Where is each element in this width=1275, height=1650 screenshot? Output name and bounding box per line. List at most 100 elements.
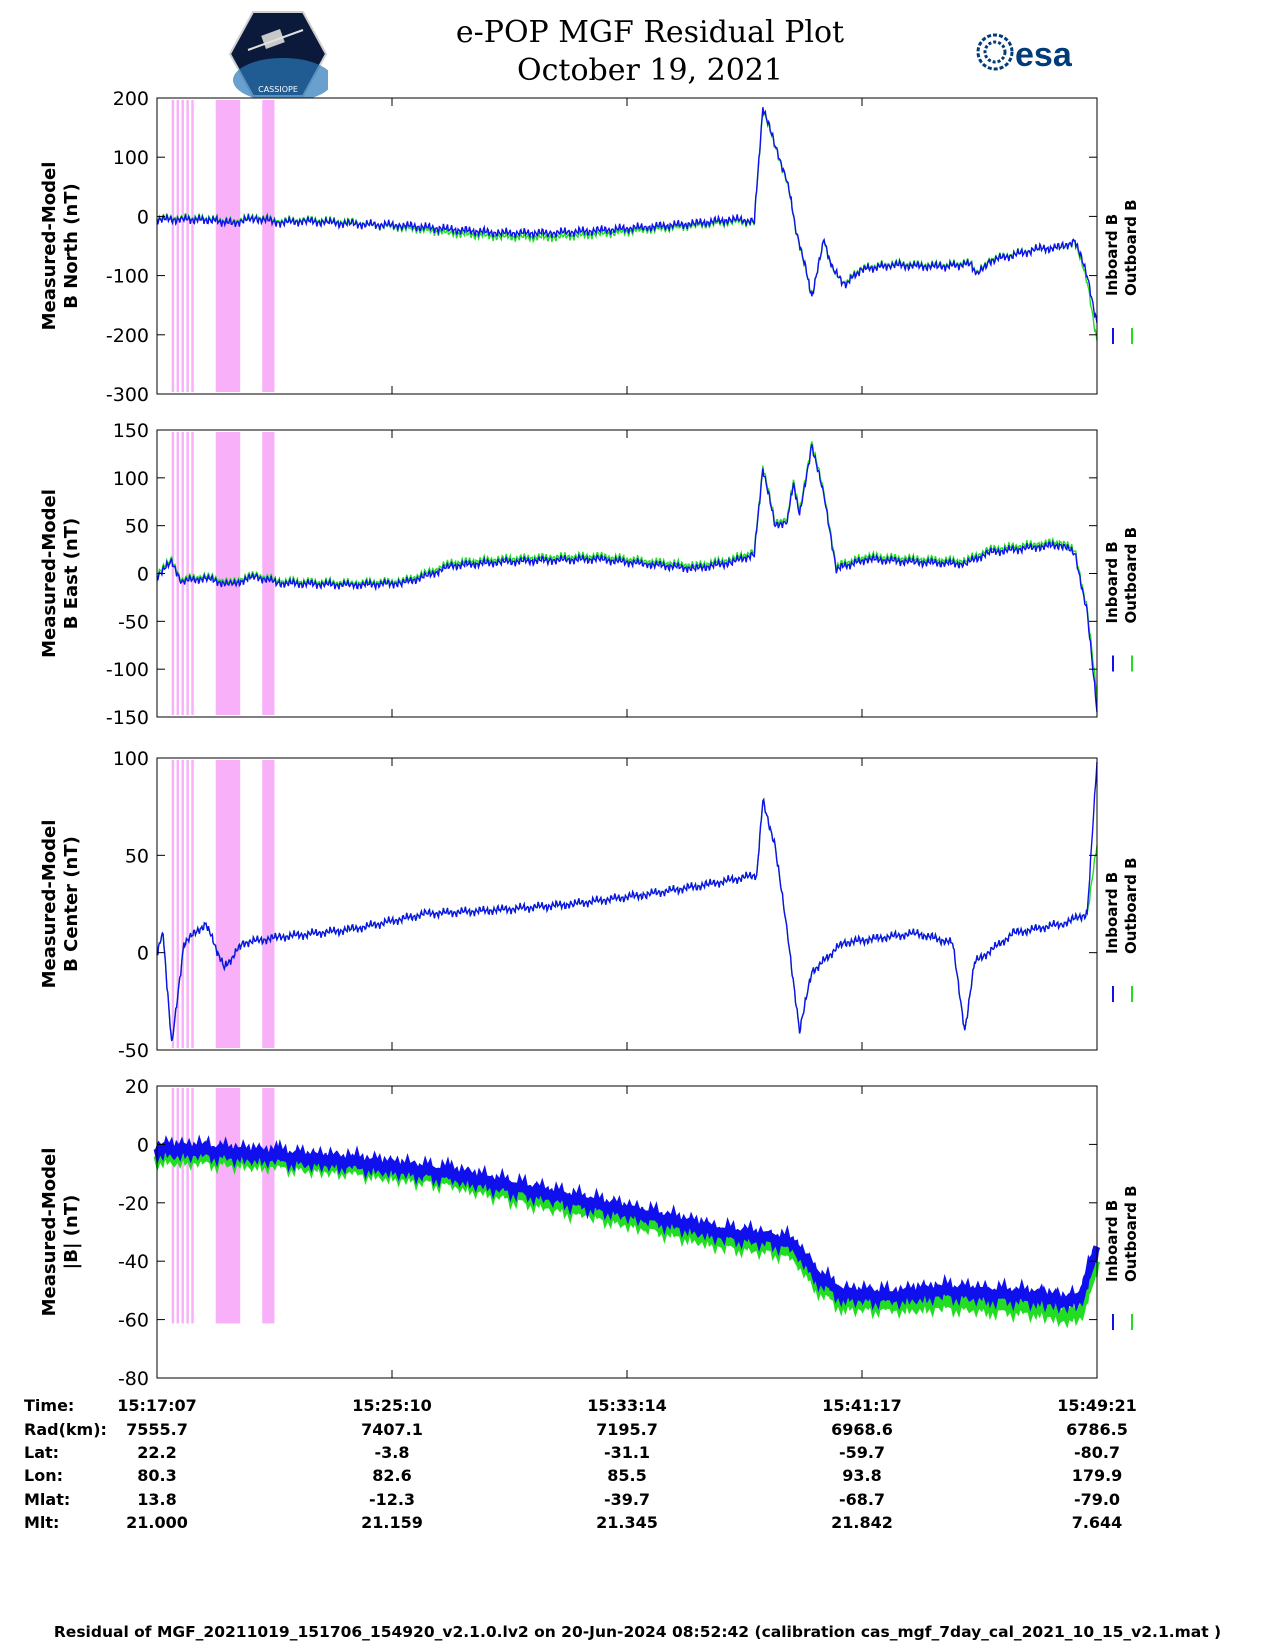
plot-frame — [156, 429, 1098, 718]
info-value: -59.7 — [838, 1443, 886, 1462]
shaded-interval — [215, 760, 241, 1048]
shaded-interval — [181, 760, 184, 1048]
shaded-interval — [215, 432, 241, 715]
info-value: 21.345 — [596, 1513, 658, 1532]
y-tick-label: -50 — [118, 1040, 149, 1062]
info-value: 21.000 — [126, 1513, 188, 1532]
info-value: -12.3 — [368, 1490, 416, 1509]
shaded-interval — [191, 1088, 194, 1324]
shaded-interval — [171, 432, 175, 715]
y-axis-label: B East (nT) — [61, 518, 82, 630]
y-tick-label: 200 — [113, 88, 149, 110]
shaded-interval — [191, 760, 194, 1048]
shaded-interval — [262, 100, 275, 392]
shaded-interval — [181, 432, 184, 715]
series-line-inboard — [156, 761, 1098, 1042]
info-value: 21.159 — [361, 1513, 423, 1532]
shaded-interval — [215, 100, 241, 392]
info-row-label: Lon: — [24, 1466, 63, 1485]
info-value: 7195.7 — [596, 1420, 658, 1439]
legend-label: Outboard B — [1122, 857, 1140, 954]
y-axis-label: Measured-Model — [39, 1148, 60, 1317]
footer-caption: Residual of MGF_20211019_151706_154920_v… — [53, 1623, 1222, 1641]
info-value: -3.8 — [374, 1443, 410, 1462]
legend-label: Outboard B — [1122, 527, 1140, 624]
y-tick-label: -60 — [118, 1310, 149, 1332]
series-line-inboard — [153, 1134, 1101, 1314]
shaded-interval — [262, 760, 275, 1048]
legend-label: Outboard B — [1122, 199, 1140, 296]
cassiope-logo-text: CASSIOPE — [258, 85, 298, 94]
shaded-interval — [186, 1088, 189, 1324]
shaded-interval — [191, 432, 194, 715]
info-value: 15:41:17 — [822, 1396, 902, 1415]
y-axis-label: Measured-Model — [39, 489, 60, 658]
y-tick-label: 150 — [113, 420, 149, 442]
panel-3: 100 50 0 -50 Measured-Model B Center (nT) Inbo… — [39, 748, 1140, 1062]
y-tick-label: -150 — [106, 707, 149, 729]
info-value: 80.3 — [137, 1466, 177, 1485]
y-axis-label: B North (nT) — [61, 183, 82, 309]
y-tick-label: 100 — [113, 147, 149, 169]
info-row-label: Time: — [24, 1396, 75, 1415]
info-row-label: Mlat: — [24, 1490, 71, 1509]
y-tick-label: -100 — [106, 266, 149, 288]
y-tick-label: 0 — [137, 943, 149, 965]
info-row-label: Mlt: — [24, 1513, 60, 1532]
shaded-interval — [181, 1088, 184, 1324]
info-row-label: Lat: — [24, 1443, 60, 1462]
shaded-interval — [176, 1088, 180, 1324]
y-tick-label: -80 — [118, 1368, 149, 1390]
info-value: 6786.5 — [1066, 1420, 1128, 1439]
y-axis-label: Measured-Model — [39, 820, 60, 989]
info-row-label: Rad(km): — [24, 1420, 107, 1439]
y-tick-label: -40 — [118, 1251, 149, 1273]
info-value: 179.9 — [1071, 1466, 1123, 1485]
y-axis-label: B Center (nT) — [61, 836, 82, 972]
info-value: -79.0 — [1073, 1490, 1121, 1509]
info-value: 15:33:14 — [587, 1396, 667, 1415]
legend-label: Inboard B — [1103, 541, 1121, 623]
info-value: 21.842 — [831, 1513, 893, 1532]
y-tick-label: 0 — [137, 1134, 149, 1156]
info-value: -31.1 — [603, 1443, 651, 1462]
shaded-interval — [171, 1088, 175, 1324]
y-tick-label: 100 — [113, 468, 149, 490]
legend-label: Outboard B — [1122, 1185, 1140, 1282]
y-axis-label: |B| (nT) — [61, 1195, 82, 1270]
shaded-interval — [262, 1088, 275, 1324]
info-value: 15:17:07 — [117, 1396, 197, 1415]
y-tick-label: 20 — [125, 1076, 149, 1098]
info-value: -39.7 — [603, 1490, 651, 1509]
series-line-inboard — [156, 107, 1098, 324]
info-value: -68.7 — [838, 1490, 886, 1509]
y-tick-label: 50 — [125, 845, 149, 867]
shaded-interval — [215, 1088, 241, 1324]
legend-label: Inboard B — [1103, 214, 1121, 296]
series-line-outboard — [156, 797, 1098, 1042]
info-value: 7407.1 — [361, 1420, 423, 1439]
shaded-interval — [176, 100, 180, 392]
cassiope-logo: CASSIOPE — [228, 11, 328, 98]
y-tick-label: 0 — [137, 564, 149, 586]
esa-logo-text: esa — [1015, 36, 1073, 74]
y-tick-label: 100 — [113, 748, 149, 770]
esa-logo: esa — [976, 33, 1073, 74]
info-value: 13.8 — [137, 1490, 177, 1509]
panel-1: 200 100 0 -100 -200 -300 Measured-Model B North… — [39, 88, 1140, 406]
legend-label: Inboard B — [1103, 872, 1121, 954]
shaded-interval — [191, 100, 194, 392]
y-tick-label: -20 — [118, 1193, 149, 1215]
info-value: 93.8 — [842, 1466, 882, 1485]
shaded-interval — [176, 760, 180, 1048]
plot-frame — [156, 97, 1098, 395]
info-value: 85.5 — [607, 1466, 647, 1485]
series-line-inboard — [156, 444, 1098, 713]
shaded-interval — [186, 760, 189, 1048]
y-tick-label: -50 — [118, 611, 149, 633]
series-line-outboard — [156, 108, 1098, 341]
info-value: 7555.7 — [126, 1420, 188, 1439]
legend-label: Inboard B — [1103, 1200, 1121, 1282]
info-value: 82.6 — [372, 1466, 412, 1485]
